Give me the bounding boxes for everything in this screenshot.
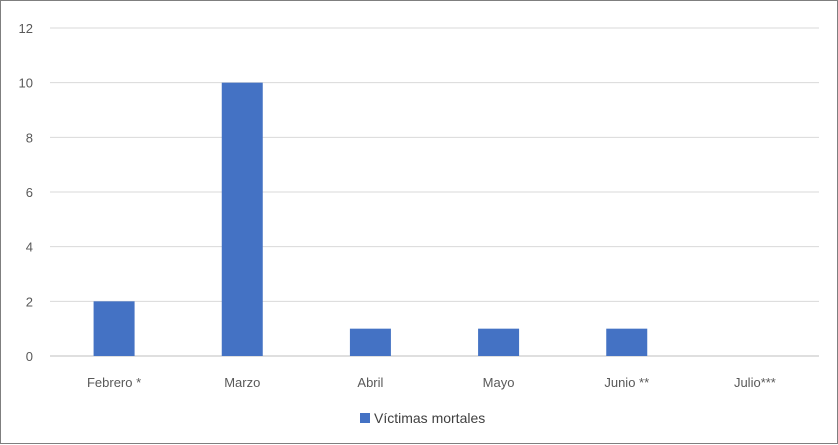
y-axis-ticks: 0 2 4 6 8 10 12: [19, 21, 33, 364]
x-tick-label: Julio***: [734, 375, 776, 390]
x-tick-label: Abril: [357, 375, 383, 390]
x-tick-label: Marzo: [224, 375, 260, 390]
y-tick-label: 0: [26, 349, 33, 364]
y-tick-label: 6: [26, 185, 33, 200]
bar: [221, 82, 263, 357]
y-tick-label: 10: [19, 76, 33, 91]
x-tick-label: Mayo: [483, 375, 515, 390]
y-tick-label: 4: [26, 240, 33, 255]
legend-label-victimas-mortales: Víctimas mortales: [374, 410, 485, 426]
gridlines: [50, 27, 819, 357]
y-tick-label: 12: [19, 21, 33, 36]
bar: [349, 328, 391, 356]
bars: [93, 82, 648, 357]
x-axis-ticks: Febrero * Marzo Abril Mayo Junio ** Julio***: [87, 375, 776, 390]
y-tick-label: 8: [26, 130, 33, 145]
legend: Víctimas mortales: [360, 410, 485, 426]
bar: [93, 301, 135, 356]
y-tick-label: 2: [26, 294, 33, 309]
x-tick-label: Junio **: [604, 375, 649, 390]
legend-swatch: [360, 413, 370, 423]
bar: [606, 328, 648, 356]
bar: [478, 328, 520, 356]
x-tick-label: Febrero *: [87, 375, 141, 390]
